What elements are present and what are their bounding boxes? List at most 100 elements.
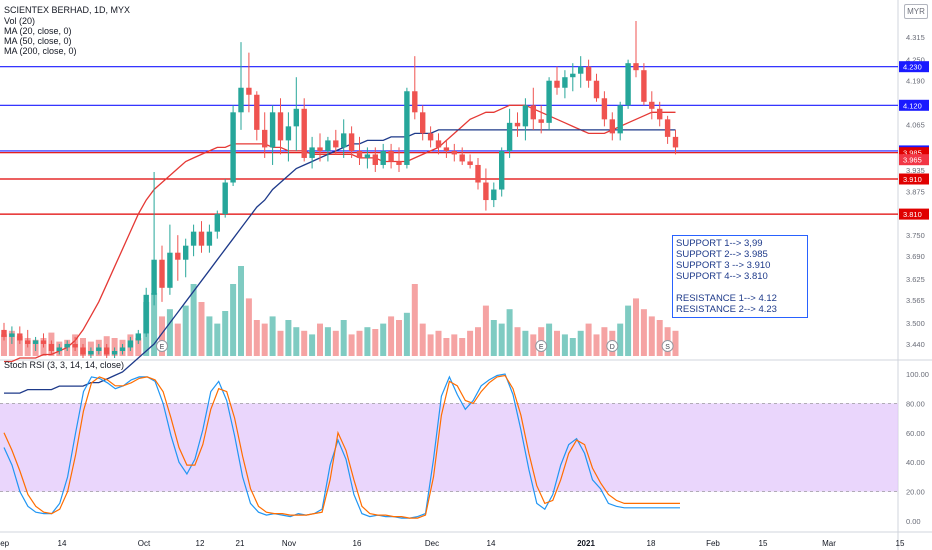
candle-body (48, 343, 55, 351)
volume-bar (601, 327, 608, 356)
indicator-ma200[interactable]: MA (200, close, 0) (4, 46, 77, 56)
note-line: SUPPORT 3 --> 3.910 (676, 260, 771, 271)
note-line: SUPPORT 1--> 3,99 (676, 238, 763, 249)
candle-body (96, 347, 102, 351)
candle-body (380, 150, 386, 165)
volume-bar (451, 334, 458, 356)
note-line: RESISTANCE 2--> 4.23 (676, 304, 777, 315)
candle-body (246, 87, 252, 95)
candle-body (111, 350, 118, 355)
candle-body (578, 66, 584, 74)
time-tick-label: 12 (196, 539, 205, 548)
rsi-tick-label: 40.00 (906, 458, 925, 467)
volume-bar (174, 323, 181, 356)
event-marker-label: D (610, 344, 615, 351)
candle-body (593, 80, 600, 99)
time-tick-label: 14 (487, 539, 496, 548)
candle-body (17, 333, 23, 341)
candle-body (506, 122, 513, 151)
time-tick-label: Nov (282, 539, 296, 548)
volume-bar (151, 293, 158, 356)
candle-body (198, 231, 205, 246)
indicator-vol[interactable]: Vol (20) (4, 16, 36, 26)
volume-bar (261, 323, 268, 356)
event-marker-circle (661, 340, 674, 352)
volume-bar (475, 327, 481, 356)
volume-bar (356, 330, 363, 356)
price-axis-badge-label: 4.230 (903, 63, 922, 72)
price-tick-label: 4.190 (906, 77, 925, 86)
volume-bar (435, 330, 442, 356)
candle-body (546, 80, 552, 123)
candle-body (664, 119, 671, 137)
volume-bar (522, 330, 529, 356)
support-resistance-note[interactable]: SUPPORT 1--> 3,99 SUPPORT 2--> 3.985 SUP… (672, 235, 808, 318)
price-tick-label: 3.750 (906, 231, 925, 240)
candle-body (25, 340, 31, 344)
candle-body (483, 182, 489, 201)
volume-bar (419, 323, 426, 356)
volume-bar (206, 316, 213, 356)
event-marker-circle (606, 340, 619, 352)
volume-bar (324, 327, 331, 356)
price-tick-label: 3.500 (906, 319, 925, 328)
price-axis-badge-label: 4.120 (903, 101, 922, 110)
volume-bar (380, 323, 387, 356)
volume-bar (427, 334, 434, 356)
price-tick-label: 4.315 (906, 33, 925, 42)
volume-bar (656, 320, 663, 356)
indicator-ma20[interactable]: MA (20, close, 0) (4, 26, 72, 36)
volume-bar (340, 320, 347, 356)
note-line (676, 282, 804, 293)
candle-body (601, 98, 608, 120)
volume-bar (190, 284, 197, 356)
time-tick-label: 14 (58, 539, 67, 548)
indicator-ma50[interactable]: MA (50, close, 0) (4, 36, 72, 46)
price-tick-label: 4.250 (906, 56, 925, 65)
candle-body (459, 154, 465, 162)
currency-badge[interactable]: MYR (904, 4, 928, 19)
stoch-rsi-title[interactable]: Stoch RSI (3, 3, 14, 14, close) (4, 360, 125, 370)
candle-body (183, 245, 189, 260)
volume-bar (372, 329, 379, 356)
candle-body (301, 108, 307, 158)
candle-body (530, 105, 536, 120)
candle-body (585, 66, 592, 81)
price-axis-badge (899, 208, 929, 220)
volume-bar (593, 334, 600, 356)
price-axis-badge (899, 147, 929, 159)
candle-body (159, 259, 165, 288)
volume-bar (633, 298, 639, 356)
candle-body (372, 154, 378, 165)
stoch-rsi-d-line (3, 374, 680, 519)
event-marker: E (156, 340, 168, 352)
event-marker: E (535, 340, 548, 352)
volume-bar (577, 330, 584, 356)
volume-bar (277, 330, 284, 356)
volume-bar (332, 330, 339, 356)
time-tick-label: 16 (353, 539, 362, 548)
candle-body (325, 140, 331, 151)
price-tick-label: 3.440 (906, 340, 925, 349)
candle-body (625, 63, 631, 106)
stoch-rsi-k-line (3, 373, 680, 519)
volume-bar (222, 311, 229, 356)
candle-body (175, 252, 181, 260)
candle-body (190, 231, 197, 246)
stoch-rsi-band (0, 403, 898, 492)
event-marker-circle (156, 340, 168, 352)
candle-body (1, 329, 7, 337)
volume-bar (16, 336, 23, 356)
candle-body (451, 150, 457, 155)
time-tick-label: Feb (706, 539, 720, 548)
volume-bar (253, 320, 260, 356)
volume-bar (554, 330, 560, 356)
note-line: SUPPORT 2--> 3.985 (676, 249, 768, 260)
time-tick-label: 15 (759, 539, 768, 548)
volume-bar (1, 334, 7, 356)
volume-bar (617, 323, 624, 356)
candle-body (499, 150, 505, 190)
price-tick-label: 3.690 (906, 252, 925, 261)
volume-bar (569, 338, 576, 356)
price-tick-label: 3.875 (906, 187, 925, 196)
